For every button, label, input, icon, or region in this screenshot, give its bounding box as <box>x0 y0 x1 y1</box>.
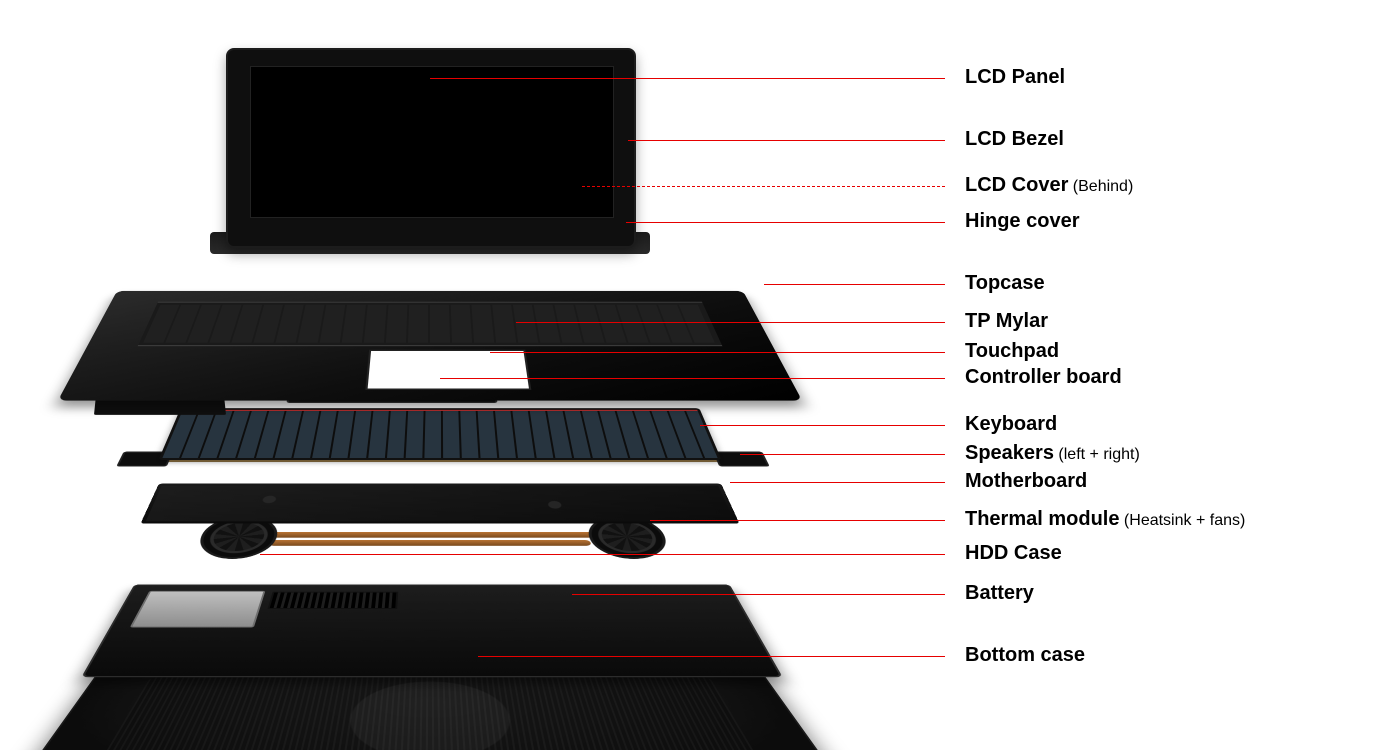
label-lcd-cover: LCD Cover (Behind) <box>965 174 1133 197</box>
label-text-lcd-bezel: LCD Bezel <box>965 128 1064 150</box>
label-text-battery: Battery <box>965 582 1034 604</box>
label-text-motherboard: Motherboard <box>965 470 1087 492</box>
leader-battery <box>572 594 945 595</box>
label-sub-speakers: (left + right) <box>1054 446 1140 463</box>
leader-hinge-cover <box>626 222 945 223</box>
leader-bottom-case <box>478 656 945 657</box>
touchpad-cutout <box>365 350 531 390</box>
label-lcd-bezel: LCD Bezel <box>965 128 1064 151</box>
label-text-topcase: Topcase <box>965 272 1045 294</box>
leader-controller <box>440 378 945 379</box>
label-keyboard: Keyboard <box>965 413 1057 436</box>
lcd-panel <box>250 66 614 218</box>
vent-grille <box>267 592 398 609</box>
leader-lcd-bezel <box>628 140 945 141</box>
label-text-lcd-cover: LCD Cover <box>965 174 1068 196</box>
label-text-controller: Controller board <box>965 366 1122 388</box>
leader-thermal <box>650 520 945 521</box>
label-text-bottom-case: Bottom case <box>965 644 1085 666</box>
bottom-case <box>4 669 856 750</box>
label-text-tp-mylar: TP Mylar <box>965 310 1048 332</box>
leader-hdd-case <box>260 554 945 555</box>
label-speakers: Speakers (left + right) <box>965 442 1140 465</box>
thermal-module <box>181 518 679 564</box>
keyboard-cutout <box>138 302 723 346</box>
label-text-lcd-panel: LCD Panel <box>965 66 1065 88</box>
battery-tray <box>81 584 783 677</box>
label-bottom-case: Bottom case <box>965 644 1085 667</box>
diagram-stage: { "type": "exploded-diagram", "backgroun… <box>0 0 1400 750</box>
label-sub-lcd-cover: (Behind) <box>1068 178 1133 195</box>
label-text-touchpad: Touchpad <box>965 340 1059 362</box>
label-touchpad: Touchpad <box>965 340 1059 363</box>
leader-speakers <box>740 454 945 455</box>
leader-tp-mylar <box>516 322 945 323</box>
label-lcd-panel: LCD Panel <box>965 66 1065 89</box>
label-sub-thermal: (Heatsink + fans) <box>1119 512 1245 529</box>
label-text-thermal: Thermal module <box>965 508 1119 530</box>
label-tp-mylar: TP Mylar <box>965 310 1048 333</box>
label-battery: Battery <box>965 582 1034 605</box>
leader-topcase <box>764 284 945 285</box>
leader-lcd-cover <box>582 186 945 187</box>
keyboard <box>158 408 721 460</box>
label-text-keyboard: Keyboard <box>965 413 1057 435</box>
label-text-hinge-cover: Hinge cover <box>965 210 1079 232</box>
motherboard <box>140 484 739 524</box>
label-thermal: Thermal module (Heatsink + fans) <box>965 508 1245 531</box>
label-text-hdd-case: HDD Case <box>965 542 1062 564</box>
label-text-speakers: Speakers <box>965 442 1054 464</box>
leader-motherboard <box>730 482 945 483</box>
label-hinge-cover: Hinge cover <box>965 210 1079 233</box>
leader-keyboard <box>700 425 945 426</box>
label-topcase: Topcase <box>965 272 1045 295</box>
label-hdd-case: HDD Case <box>965 542 1062 565</box>
hdd-case <box>130 591 266 628</box>
label-controller: Controller board <box>965 366 1122 389</box>
leader-touchpad <box>490 352 945 353</box>
leader-lcd-panel <box>430 78 945 79</box>
topcase <box>58 291 802 401</box>
label-motherboard: Motherboard <box>965 470 1087 493</box>
